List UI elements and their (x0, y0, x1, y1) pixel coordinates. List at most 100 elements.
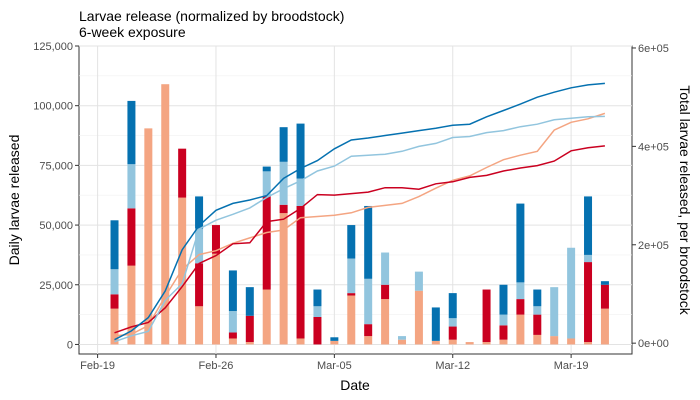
y2-tick-label: 6e+05 (638, 43, 669, 55)
bar-segment (110, 294, 119, 309)
y-tick-label: 100,000 (33, 101, 73, 113)
bar-segment (567, 338, 576, 345)
bar-segment (195, 306, 204, 345)
bar-segment (347, 225, 356, 259)
bar-layer (110, 84, 609, 345)
bar-segment (313, 316, 322, 345)
bar-segment (110, 269, 119, 295)
bar-segment (296, 178, 305, 206)
bar-segment (228, 338, 237, 345)
bar-segment (364, 324, 373, 337)
x-axis-title: Date (340, 377, 370, 393)
bar-segment (499, 314, 508, 326)
y-tick-label: 25,000 (39, 280, 73, 292)
bar-segment (195, 196, 204, 229)
y-axis-title: Daily larvae released (6, 135, 22, 266)
bar-segment (110, 220, 119, 270)
bar-segment (600, 308, 609, 345)
line-layer (114, 82, 606, 343)
bar-segment (296, 123, 305, 179)
bar-segment (178, 197, 187, 345)
y-tick-label: 50,000 (39, 220, 73, 232)
bar-segment (279, 161, 288, 205)
cumulative-line (114, 112, 606, 337)
bar-segment (516, 299, 525, 315)
bar-segment (313, 289, 322, 307)
bar-segment (364, 278, 373, 325)
bar-segment (347, 293, 356, 296)
bar-segment (161, 84, 170, 345)
bar-segment (600, 284, 609, 309)
bar-segment (330, 337, 339, 341)
bar-segment (296, 338, 305, 345)
bar-segment (364, 205, 373, 279)
y2-tick-label: 0e+00 (638, 338, 669, 350)
bar-segment (262, 171, 271, 197)
bar-segment (499, 339, 508, 345)
bar-segment (110, 308, 119, 345)
bar-segment (364, 336, 373, 345)
bar-segment (279, 204, 288, 214)
y2-tick-label: 4e+05 (638, 141, 669, 153)
bar-segment (245, 287, 254, 316)
bar-segment (211, 253, 220, 345)
bar-segment (144, 128, 153, 345)
bar-segment (262, 289, 271, 345)
bar-segment (228, 311, 237, 333)
x-tick-label: Mar-12 (435, 360, 470, 372)
bar-segment (431, 307, 440, 341)
bar-segment (381, 284, 390, 300)
y-tick-label: 125,000 (33, 41, 73, 53)
bar-segment (127, 100, 136, 165)
bar-segment (584, 254, 593, 263)
bar-segment (414, 290, 423, 345)
bar-segment (550, 287, 559, 337)
bar-segment (398, 339, 407, 345)
bar-segment (347, 258, 356, 294)
bar-segment (245, 315, 254, 343)
bar-segment (584, 262, 593, 343)
chart-subtitle: 6-week exposure (79, 24, 186, 40)
bar-segment (262, 196, 271, 290)
bar-segment (499, 325, 508, 340)
x-tick-label: Feb-19 (80, 360, 115, 372)
bar-segment (482, 342, 491, 345)
bar-segment (448, 318, 457, 327)
bar-segment (516, 203, 525, 283)
bar-segment (516, 282, 525, 300)
bar-segment (228, 332, 237, 339)
bar-segment (381, 252, 390, 285)
bar-segment (127, 265, 136, 345)
axes-layer: 0 25,000 50,000 75,000 100,000 125,000 Feb-19 F… (33, 41, 669, 372)
bar-segment (431, 340, 440, 345)
bar-segment (195, 228, 204, 264)
bar-segment (127, 208, 136, 266)
bar-segment (414, 271, 423, 291)
cumulative-line (114, 82, 605, 341)
bar-segment (584, 342, 593, 345)
bar-segment (465, 342, 474, 345)
y-tick-label: 75,000 (39, 160, 73, 172)
bar-segment (381, 299, 390, 345)
bar-segment (499, 284, 508, 315)
bar-segment (533, 334, 542, 345)
bar-segment (127, 164, 136, 209)
bar-segment (448, 339, 457, 345)
bar-segment (600, 281, 609, 285)
y-tick-label: 0 (67, 339, 73, 351)
x-tick-label: Mar-05 (317, 360, 352, 372)
bar-segment (448, 326, 457, 340)
bar-segment (245, 342, 254, 345)
y2-tick-label: 2e+05 (638, 240, 669, 252)
bar-segment (195, 263, 204, 307)
x-tick-label: Feb-26 (199, 360, 234, 372)
bar-segment (211, 225, 220, 254)
bar-segment (279, 213, 288, 345)
y2-axis-title: Total larvae released, per broodstock (677, 85, 693, 316)
bar-segment (178, 148, 187, 198)
bar-segment (482, 289, 491, 343)
bar-segment (398, 336, 407, 340)
cumulative-line (114, 115, 605, 343)
bar-segment (567, 247, 576, 339)
